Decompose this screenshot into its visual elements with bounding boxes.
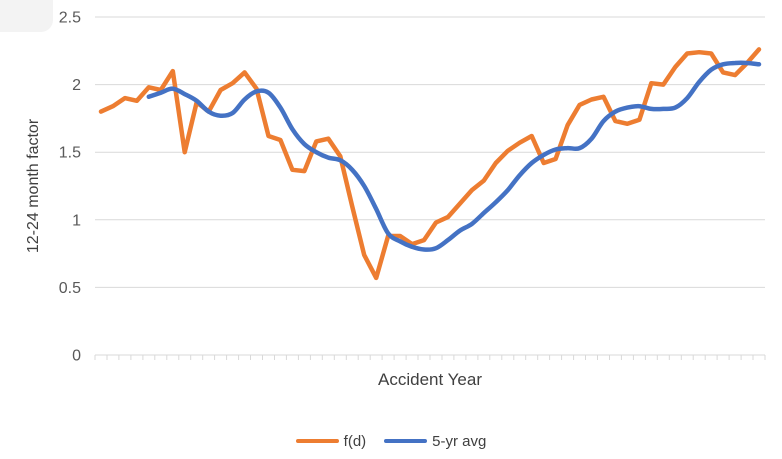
- legend-item-fd: f(d): [295, 432, 367, 450]
- chart-legend: f(d) 5-yr avg: [0, 431, 782, 451]
- series-line-fd: [98, 47, 762, 281]
- fd-series-label: f(d): [343, 432, 367, 450]
- y-tick-label: 2: [72, 77, 81, 94]
- series-line-5yr-avg: [146, 60, 762, 252]
- fd-series-swatch: [295, 438, 339, 444]
- y-tick-label: 1: [72, 212, 81, 229]
- y-tick-label: 0.5: [59, 280, 81, 297]
- legend-item-5yr-avg: 5-yr avg: [384, 433, 486, 450]
- y-axis-title: 12-24 month factor: [25, 118, 42, 254]
- x-axis-title: Accident Year: [378, 370, 482, 389]
- 5yr-avg-series-label: 5-yr avg: [432, 432, 487, 450]
- y-tick-label: 1.5: [59, 145, 81, 162]
- 5yr-avg-series-swatch: [384, 438, 428, 444]
- y-tick-label: 0: [72, 348, 81, 365]
- window-corner-artifact: [0, 0, 53, 32]
- y-tick-label: 2.5: [59, 10, 81, 27]
